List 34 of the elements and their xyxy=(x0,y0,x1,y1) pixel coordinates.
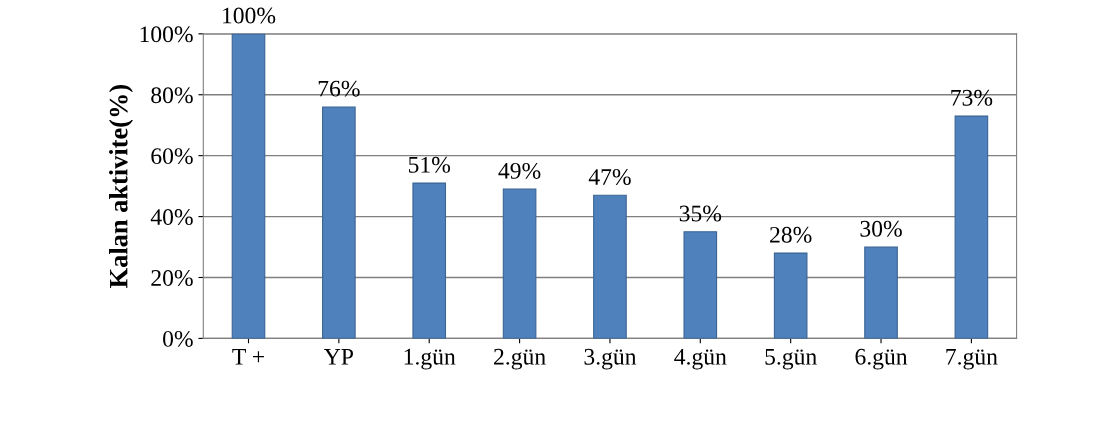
y-axis-title: Kalan aktivite(%) xyxy=(109,85,133,288)
data-label: 49% xyxy=(498,162,541,179)
x-tick-label: T + xyxy=(232,349,264,365)
x-tick-label: YP xyxy=(324,349,353,365)
x-tick-label: 3.gün xyxy=(584,348,637,370)
y-tick-label: 40% xyxy=(150,209,193,226)
bar xyxy=(322,106,356,339)
y-tick-label: 100% xyxy=(140,26,193,43)
data-label: 51% xyxy=(408,156,451,173)
bar xyxy=(864,246,898,339)
bar xyxy=(773,252,808,339)
bar xyxy=(231,33,266,339)
data-label: 100% xyxy=(223,7,276,24)
bar xyxy=(412,182,447,339)
data-label: 35% xyxy=(679,205,722,222)
y-tick-label: 20% xyxy=(151,269,193,286)
bar xyxy=(954,115,989,339)
data-label: 47% xyxy=(588,168,631,185)
bar xyxy=(502,188,537,339)
x-tick-label: 4.gün xyxy=(674,348,727,370)
data-label: 28% xyxy=(770,226,812,243)
x-tick-label: 1.gün xyxy=(404,348,456,370)
y-tick-label: 80% xyxy=(151,87,193,104)
bar xyxy=(683,231,718,339)
y-tick-label: 60% xyxy=(151,148,193,165)
data-label: 30% xyxy=(860,220,902,237)
x-tick-label: 5.gün xyxy=(765,348,817,370)
x-tick-label: 6.gün xyxy=(855,348,908,370)
bar xyxy=(593,194,627,339)
y-tick-label: 0% xyxy=(163,330,193,347)
data-label: 76% xyxy=(318,80,360,97)
x-tick-label: 7.gün xyxy=(946,348,998,370)
x-tick-label: 2.gün xyxy=(494,348,546,370)
data-label: 73% xyxy=(951,89,993,106)
